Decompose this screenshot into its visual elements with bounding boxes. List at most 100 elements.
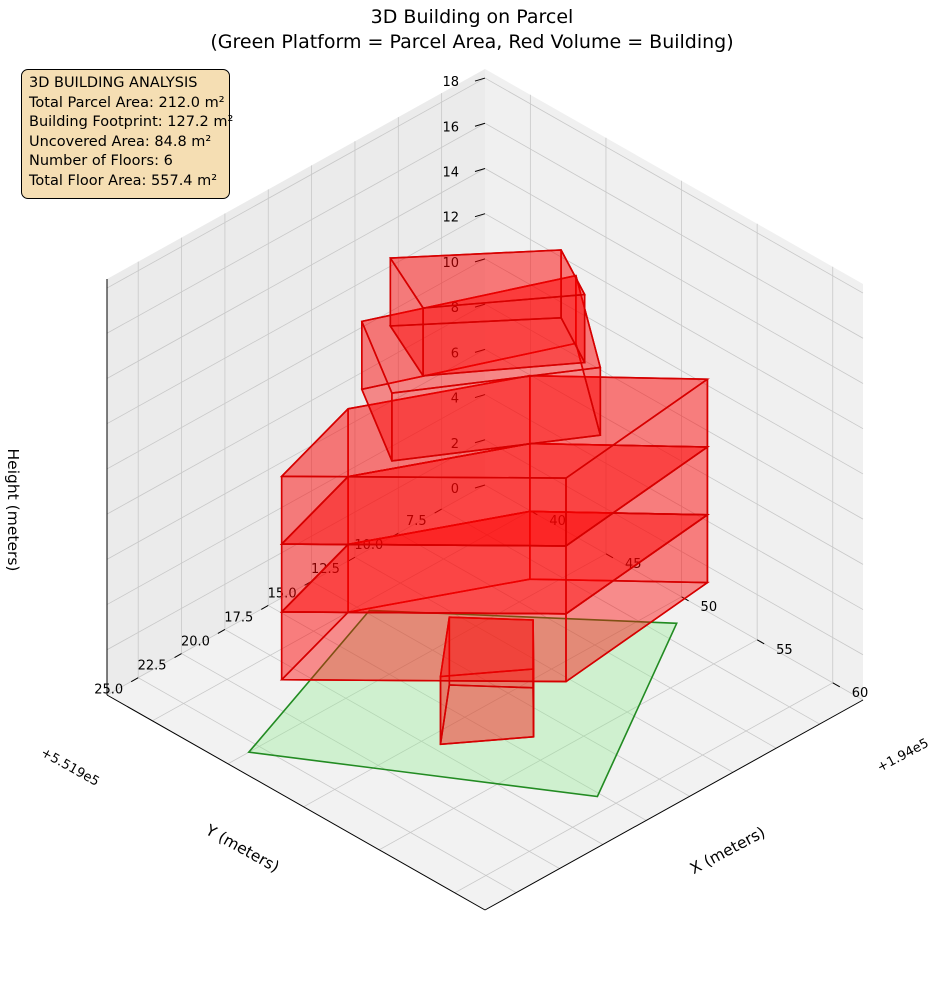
z-tick-label: 8 <box>451 301 459 316</box>
grid-z-right <box>484 349 864 565</box>
grid-z-left <box>106 484 486 696</box>
grid-x-floor <box>303 596 682 808</box>
parcel-polygon <box>247 609 678 798</box>
z-tick-label: 16 <box>442 120 459 135</box>
grid-y-floor <box>181 653 560 869</box>
grid-z-right <box>484 168 864 384</box>
grid-y-floor <box>138 677 517 894</box>
grid-z-right <box>484 439 864 656</box>
grid-z-right <box>484 258 864 475</box>
floor-bottom-face <box>360 342 602 462</box>
floor-bottom-face <box>439 684 535 746</box>
grid-z-right <box>484 213 864 430</box>
x-tick-label: 55 <box>776 643 793 658</box>
y-tick-label: 20.0 <box>181 634 210 649</box>
grid-z-right <box>484 122 864 339</box>
floor-bottom-face <box>279 442 710 547</box>
grid-z-left <box>106 303 486 515</box>
floor-bottom-face <box>388 316 586 377</box>
x-tick-mark <box>756 639 765 645</box>
z-tick-mark <box>474 439 486 444</box>
z-tick-label: 18 <box>442 75 459 90</box>
grid-x-floor <box>227 553 607 765</box>
building-floor <box>279 374 710 547</box>
x-axis-label: X (meters) <box>687 823 768 878</box>
grid-z-right <box>484 394 864 610</box>
grid-y-floor <box>311 580 690 797</box>
z-tick-mark <box>474 77 486 82</box>
grid-y-floor <box>224 629 604 845</box>
building-floor <box>388 249 586 377</box>
y-tick-mark <box>174 653 182 659</box>
z-tick-label: 10 <box>442 256 459 271</box>
grid-z-left <box>106 213 486 425</box>
analysis-info-box: 3D BUILDING ANALYSIS Total Parcel Area: … <box>21 69 234 199</box>
z-tick-mark <box>474 213 486 218</box>
y-axis-offset: +5.519e5 <box>38 745 102 789</box>
z-tick-mark <box>474 258 486 263</box>
z-tick-mark <box>474 348 486 353</box>
info-heading: 3D BUILDING ANALYSIS <box>29 75 198 91</box>
grid-x-floor <box>378 639 758 851</box>
parcel-layer <box>247 609 678 798</box>
y-tick-mark <box>261 604 269 610</box>
grid-y-floor <box>268 605 647 821</box>
grid-z-right <box>484 77 864 294</box>
z-axis-label: Height (meters) <box>4 449 22 572</box>
y-tick-label: 17.5 <box>224 610 253 625</box>
right-wall-pane <box>485 69 863 700</box>
info-number-of-floors: Number of Floors: 6 <box>29 153 173 170</box>
z-tick-mark <box>474 394 486 399</box>
grid-x-floor <box>454 682 833 894</box>
z-tick-label: 6 <box>451 346 459 361</box>
grid-z-left <box>106 168 486 379</box>
grid-y-floor <box>398 532 777 749</box>
x-tick-label: 60 <box>852 686 869 701</box>
grid-z-left <box>106 394 486 605</box>
x-axis-line <box>484 699 864 911</box>
z-tick-label: 12 <box>442 211 459 226</box>
x-tick-label: 50 <box>701 600 718 615</box>
z-tick-label: 0 <box>451 482 459 497</box>
chart-title: 3D Building on Parcel <box>370 6 574 28</box>
grid-z-left <box>106 348 486 560</box>
axis-panes <box>107 69 863 910</box>
y-tick-label: 7.5 <box>406 514 427 529</box>
floor-top-face <box>388 249 586 309</box>
z-tick-mark <box>474 122 486 127</box>
building-floor <box>360 274 602 462</box>
z-tick-label: 14 <box>442 165 459 180</box>
z-tick-mark <box>474 484 486 489</box>
grid-y-floor <box>354 556 734 773</box>
floor-top-face <box>360 274 602 394</box>
grid-z-left <box>106 77 486 289</box>
x-tick-mark <box>832 682 841 688</box>
grid-z-left <box>106 122 486 334</box>
x-axis-offset: +1.94e5 <box>875 736 932 776</box>
x-tick-mark <box>605 553 614 559</box>
y-tick-mark <box>217 629 226 634</box>
y-axis-line <box>106 694 486 911</box>
y-tick-mark <box>347 556 356 562</box>
building-floor <box>439 616 535 746</box>
info-total-parcel-area: Total Parcel Area: 212.0 m² <box>29 94 225 111</box>
chart-subtitle: (Green Platform = Parcel Area, Red Volum… <box>210 31 734 53</box>
axis-lines <box>106 279 864 911</box>
z-tick-label: 4 <box>451 392 459 407</box>
y-tick-label: 22.5 <box>138 659 167 674</box>
y-tick-label: 25.0 <box>94 683 123 698</box>
floor-bottom-face <box>279 578 710 683</box>
z-tick-mark <box>474 303 486 308</box>
info-total-floor-area: Total Floor Area: 557.4 m² <box>29 172 218 189</box>
building-floor <box>279 510 710 683</box>
grid-z-right <box>484 303 864 520</box>
x-tick-label: 40 <box>549 514 566 529</box>
floor-bottom-face <box>279 510 710 615</box>
building-layer <box>279 249 710 746</box>
floor-top-face <box>439 616 535 678</box>
left-wall-pane <box>107 69 485 695</box>
y-tick-mark <box>434 508 442 514</box>
info-building-footprint: Building Footprint: 127.2 m² <box>29 114 234 131</box>
grid-z-right <box>484 484 864 701</box>
